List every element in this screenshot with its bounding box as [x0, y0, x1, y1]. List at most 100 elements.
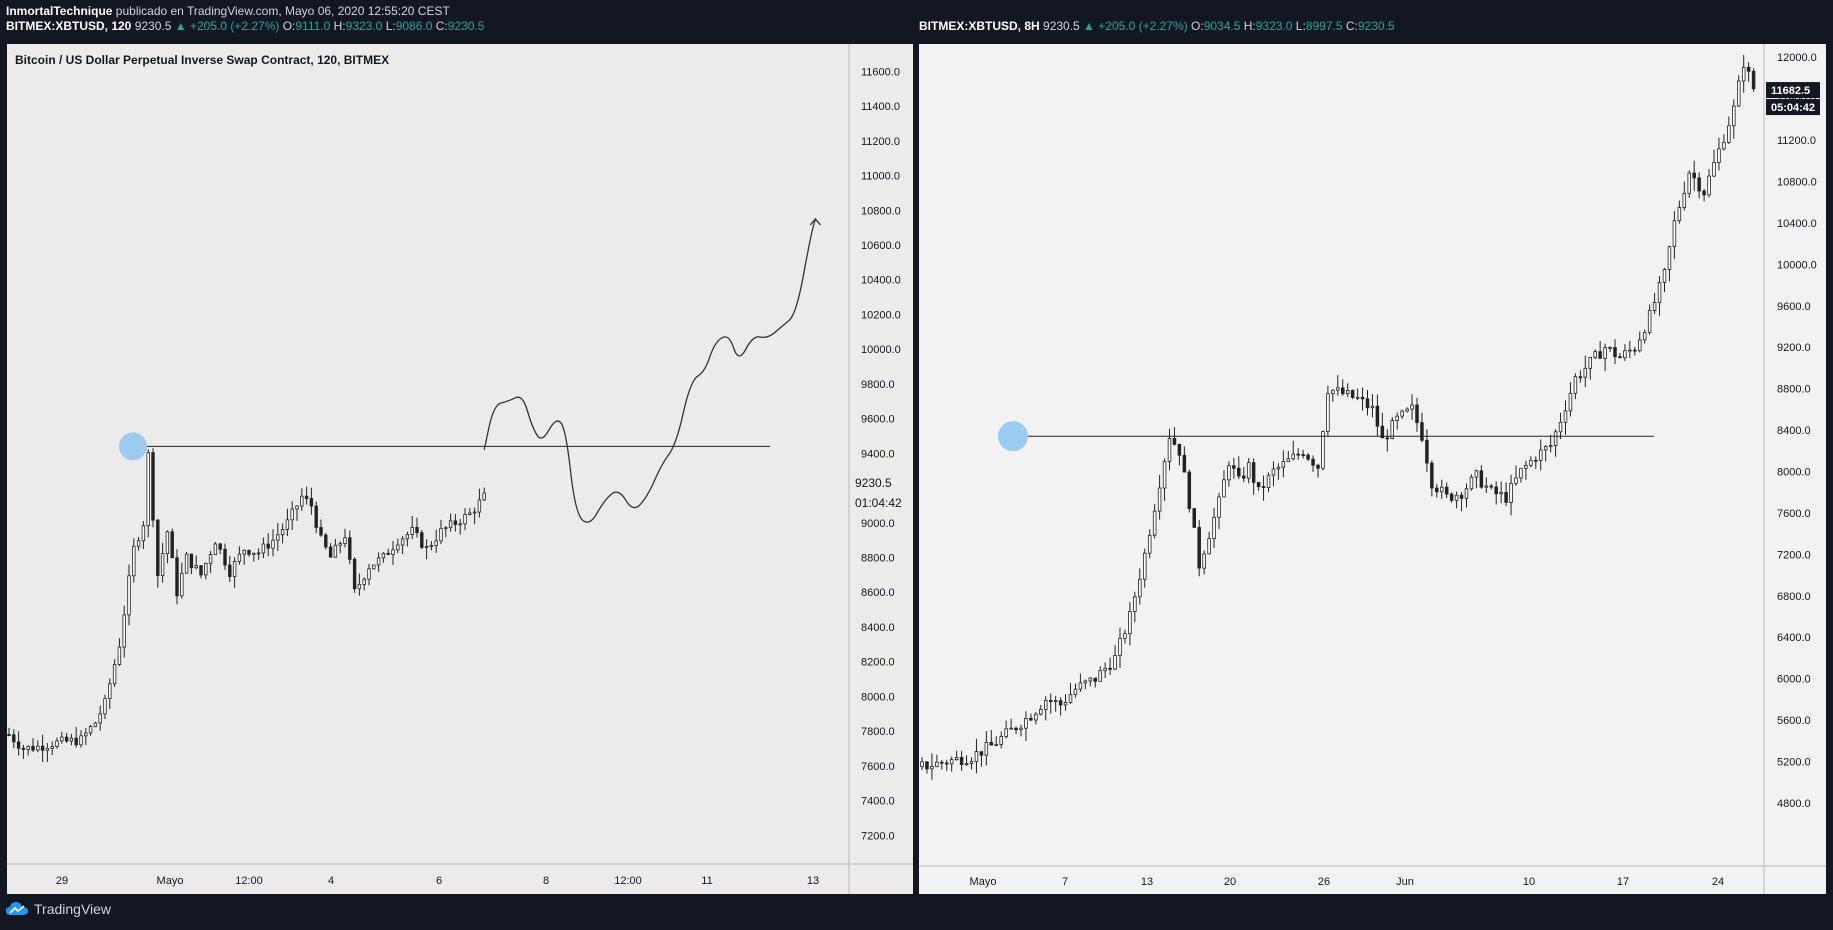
- left-y-tick-label: 7400.0: [861, 796, 895, 808]
- left-chart-svg[interactable]: Bitcoin / US Dollar Perpetual Inverse Sw…: [7, 44, 913, 894]
- left-candle-body: [290, 508, 294, 521]
- right-candle-body: [1667, 246, 1672, 270]
- right-candle-body: [1504, 491, 1508, 503]
- left-price: 9230.5: [134, 19, 172, 33]
- right-x-tick-label: 7: [1062, 876, 1068, 888]
- right-candle-body: [1751, 70, 1756, 90]
- right-c-label: C:: [1345, 19, 1358, 33]
- right-candle-body: [1147, 534, 1152, 554]
- left-candle-body: [453, 520, 458, 525]
- left-y-tick-label: 8200.0: [861, 657, 895, 669]
- right-candle-body: [1301, 454, 1305, 457]
- left-close: 9230.5: [447, 19, 485, 33]
- left-chart-panel[interactable]: Bitcoin / US Dollar Perpetual Inverse Sw…: [7, 44, 913, 894]
- left-candle-body: [69, 737, 74, 742]
- footer-brand[interactable]: TradingView: [6, 901, 111, 917]
- right-breakout-marker[interactable]: [998, 421, 1028, 452]
- right-candle-body: [1459, 494, 1464, 499]
- right-candle-body: [1058, 700, 1063, 706]
- right-last-price: 11682.5: [1771, 85, 1810, 97]
- right-candle-body: [1444, 486, 1449, 495]
- left-high: 9323.0: [345, 19, 383, 33]
- right-candle-body: [1603, 347, 1607, 359]
- right-chart-svg[interactable]: 12000.011600.011200.010800.010400.010000…: [919, 44, 1826, 894]
- right-candle-body: [1227, 465, 1231, 481]
- left-y-tick-label: 9800.0: [861, 379, 895, 391]
- right-candle-body: [1296, 453, 1300, 456]
- right-candle-body: [994, 744, 999, 746]
- right-countdown: 05:04:42: [1771, 102, 1815, 114]
- right-candle-body: [1548, 445, 1553, 448]
- right-candle-body: [1256, 481, 1261, 488]
- left-candle-body: [146, 452, 150, 527]
- left-candle-body: [184, 553, 189, 574]
- right-candle-body: [1311, 458, 1315, 466]
- left-candle-body: [232, 560, 237, 577]
- left-candle-body: [276, 534, 280, 541]
- right-y-tick-label: 9200.0: [1777, 342, 1811, 354]
- left-h-label: H:: [333, 19, 346, 33]
- left-candle-body: [64, 736, 69, 742]
- right-candle-body: [1732, 105, 1736, 127]
- left-candle-body: [439, 528, 443, 542]
- right-candle-body: [1276, 466, 1281, 470]
- right-candle-body: [1212, 516, 1216, 540]
- right-candle-body: [1009, 727, 1013, 730]
- right-y-tick-label: 7200.0: [1777, 549, 1811, 561]
- right-candle-body: [989, 741, 994, 746]
- right-candle-body: [1578, 376, 1583, 379]
- left-low: 9086.0: [395, 19, 433, 33]
- right-candle-body: [1484, 485, 1489, 488]
- left-candle-body: [458, 523, 462, 526]
- left-candle-body: [141, 525, 146, 542]
- left-x-tick-label: 4: [328, 875, 334, 887]
- right-candle-body: [1440, 486, 1444, 493]
- left-candle-body: [410, 527, 414, 535]
- right-candle-body: [1370, 405, 1375, 409]
- left-y-tick-label: 8400.0: [861, 622, 895, 634]
- left-candle-body: [295, 505, 299, 510]
- left-breakout-marker[interactable]: [119, 432, 147, 461]
- left-candle-body: [199, 565, 203, 576]
- right-candle-body: [1039, 708, 1043, 715]
- left-x-tick-label: 8: [543, 875, 549, 887]
- left-candle-body: [256, 552, 261, 555]
- right-candle-body: [1271, 468, 1276, 476]
- right-candle-body: [1029, 717, 1033, 721]
- right-candle-body: [1474, 470, 1479, 478]
- left-x-tick-label: 12:00: [614, 875, 642, 887]
- right-candle-body: [1385, 437, 1390, 440]
- right-candle-body: [1098, 670, 1102, 682]
- author-name[interactable]: InmortalTechnique: [6, 4, 113, 18]
- left-projection-path[interactable]: [483, 218, 817, 523]
- right-candle-body: [979, 751, 984, 756]
- right-candle-body: [1202, 553, 1206, 569]
- left-y-tick-label: 10000.0: [861, 344, 901, 356]
- right-chart-panel[interactable]: 12000.011600.011200.010800.010400.010000…: [919, 44, 1826, 894]
- right-candle-body: [1672, 220, 1677, 248]
- right-y-tick-label: 8400.0: [1777, 425, 1811, 437]
- right-candle-body: [1608, 347, 1612, 349]
- left-y-tick-label: 10200.0: [861, 309, 901, 321]
- right-candle-body: [1053, 700, 1058, 703]
- right-candle-body: [1217, 496, 1221, 518]
- right-candle-body: [1034, 713, 1038, 721]
- left-candle-body: [352, 558, 357, 590]
- right-y-tick-label: 10400.0: [1777, 218, 1817, 230]
- left-x-tick-label: 11: [701, 875, 712, 887]
- left-y-tick-label: 11200.0: [861, 136, 900, 148]
- right-candle-body: [1524, 464, 1528, 469]
- left-y-tick-label: 10600.0: [861, 240, 901, 252]
- right-candle-body: [1246, 462, 1251, 479]
- right-candle-body: [1469, 476, 1474, 490]
- right-candle-body: [1281, 461, 1286, 468]
- right-candle-body: [1048, 700, 1053, 702]
- left-candle-body: [228, 564, 232, 577]
- right-candle-body: [1692, 172, 1696, 179]
- right-candle-body: [1682, 192, 1687, 208]
- right-candle-body: [1390, 420, 1394, 439]
- right-y-tick-label: 6800.0: [1777, 591, 1811, 603]
- right-candle-body: [1489, 485, 1494, 488]
- right-x-tick-label: 24: [1712, 876, 1724, 888]
- left-candle-body: [194, 565, 198, 569]
